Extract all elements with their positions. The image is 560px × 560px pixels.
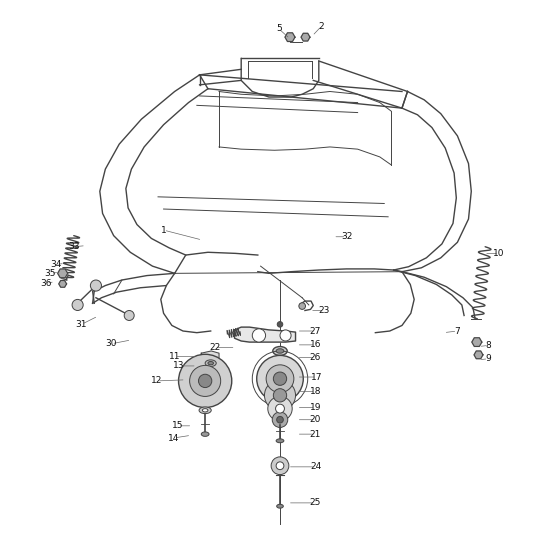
Text: 19: 19 [310, 403, 321, 412]
Text: 2: 2 [319, 22, 324, 31]
Circle shape [179, 354, 232, 408]
Circle shape [272, 412, 288, 427]
Text: 17: 17 [311, 372, 323, 381]
Text: 31: 31 [76, 320, 87, 329]
Text: 32: 32 [341, 232, 352, 241]
Circle shape [264, 380, 296, 411]
Circle shape [280, 330, 291, 341]
Polygon shape [235, 327, 296, 342]
Text: 1: 1 [161, 226, 166, 235]
Text: 5: 5 [276, 24, 282, 34]
Text: 35: 35 [45, 269, 56, 278]
Text: 30: 30 [106, 339, 117, 348]
Text: 18: 18 [310, 387, 321, 396]
Text: 20: 20 [310, 415, 321, 424]
Ellipse shape [208, 362, 213, 365]
Text: 27: 27 [310, 326, 321, 335]
Ellipse shape [202, 409, 208, 412]
Polygon shape [201, 351, 219, 361]
Circle shape [271, 457, 289, 475]
Ellipse shape [277, 504, 283, 508]
Ellipse shape [273, 347, 287, 356]
Text: 7: 7 [455, 326, 460, 335]
Text: 10: 10 [493, 249, 505, 258]
Circle shape [273, 389, 287, 402]
Text: 22: 22 [209, 343, 220, 352]
Text: 21: 21 [310, 430, 321, 438]
Polygon shape [285, 33, 295, 41]
Circle shape [276, 404, 284, 413]
Polygon shape [58, 269, 68, 278]
Circle shape [256, 356, 304, 402]
Text: 9: 9 [486, 354, 491, 363]
Circle shape [72, 300, 83, 310]
Circle shape [90, 280, 101, 291]
Ellipse shape [276, 439, 284, 443]
Text: 36: 36 [40, 279, 52, 288]
Circle shape [190, 365, 221, 396]
Polygon shape [59, 281, 67, 287]
Circle shape [266, 365, 294, 393]
Circle shape [277, 417, 283, 423]
Text: 14: 14 [168, 433, 179, 442]
Text: 12: 12 [151, 376, 162, 385]
Polygon shape [301, 33, 310, 41]
Ellipse shape [276, 349, 284, 353]
Circle shape [276, 462, 284, 470]
Text: 33: 33 [68, 242, 80, 251]
Text: 25: 25 [310, 498, 321, 507]
Text: 15: 15 [172, 421, 184, 430]
Circle shape [252, 329, 265, 342]
Text: 23: 23 [319, 306, 330, 315]
Text: 8: 8 [486, 341, 491, 350]
Ellipse shape [201, 432, 209, 436]
Ellipse shape [205, 360, 216, 366]
Ellipse shape [199, 407, 211, 414]
Text: 24: 24 [310, 463, 321, 472]
Circle shape [273, 372, 287, 385]
Circle shape [277, 321, 283, 327]
Circle shape [198, 374, 212, 388]
Circle shape [268, 396, 292, 421]
Polygon shape [472, 338, 482, 347]
Text: 26: 26 [310, 353, 321, 362]
Circle shape [299, 303, 306, 309]
Circle shape [124, 310, 134, 320]
Text: 34: 34 [50, 260, 62, 269]
Text: 16: 16 [310, 340, 321, 349]
Polygon shape [474, 351, 483, 359]
Text: 11: 11 [169, 352, 180, 361]
Text: 13: 13 [174, 361, 185, 370]
